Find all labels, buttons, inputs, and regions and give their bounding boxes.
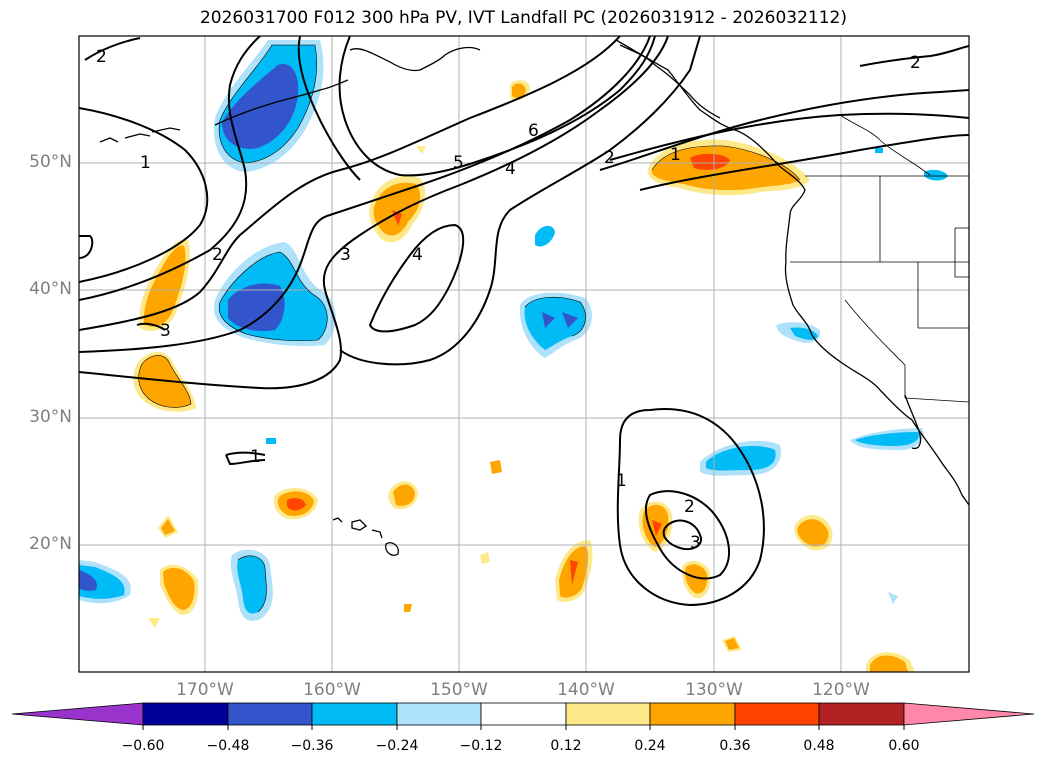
lat-label-30n: 30°N: [29, 407, 72, 427]
shade-outlines: [138, 44, 801, 613]
colorbar-segment: [311, 702, 398, 726]
colorbar-tick-label: −0.36: [290, 738, 334, 754]
colorbar: [11, 702, 1035, 730]
graticule: [79, 36, 969, 672]
contour-labels: 1 2 2 3 3 4 4 5 6 2 1 2 1 2 3 1: [96, 47, 921, 553]
coastlines: [99, 39, 969, 556]
colorbar-tick-label: −0.60: [121, 738, 165, 754]
negative-anomaly-areas: [79, 40, 948, 621]
lon-label-160w: 160°W: [303, 680, 361, 700]
lon-label-140w: 140°W: [557, 680, 615, 700]
contour-label: 1: [616, 471, 627, 491]
contour-label: 2: [910, 53, 921, 73]
colorbar-tick-label: 0.24: [634, 738, 666, 754]
borders: [790, 114, 969, 403]
colorbar-tick-label: 0.60: [888, 738, 920, 754]
colorbar-tick-label: 0.48: [803, 738, 835, 754]
lon-label-150w: 150°W: [430, 680, 488, 700]
contour-label: 3: [340, 245, 351, 265]
positive-anomaly-areas: [133, 80, 915, 672]
contour-label: 5: [453, 153, 464, 173]
colorbar-tick-label: 0.36: [719, 738, 751, 754]
map-frame: [78, 35, 970, 673]
colorbar-ticks: [142, 725, 905, 730]
contour-label: 4: [505, 159, 516, 179]
colorbar-tick-label: −0.12: [459, 738, 503, 754]
colorbar-segment: [818, 702, 905, 726]
contour-label: 2: [604, 148, 615, 168]
contour-label: 1: [140, 153, 151, 173]
contour-label: 6: [528, 121, 539, 141]
lat-label-40n: 40°N: [29, 279, 72, 299]
map-title: 2026031700 F012 300 hPa PV, IVT Landfall…: [199, 8, 847, 28]
colorbar-segment: [142, 702, 229, 726]
pv-contours: [79, 36, 969, 607]
contour-label: 4: [412, 245, 423, 265]
contour-label: 2: [212, 245, 223, 265]
contour-label: 1: [670, 145, 681, 165]
lat-label-20n: 20°N: [29, 534, 72, 554]
lon-label-120w: 120°W: [812, 680, 870, 700]
colorbar-segment: [649, 702, 736, 726]
colorbar-tick-label: −0.48: [206, 738, 250, 754]
colorbar-segment: [903, 702, 1035, 726]
contour-label: 2: [96, 47, 107, 67]
lat-label-50n: 50°N: [29, 152, 72, 172]
map-background: [79, 36, 969, 672]
lon-label-130w: 130°W: [685, 680, 743, 700]
colorbar-segment: [565, 702, 651, 726]
contour-label: 3: [690, 533, 701, 553]
colorbar-tick-label: 0.12: [550, 738, 582, 754]
colorbar-segment: [734, 702, 820, 726]
lon-label-170w: 170°W: [176, 680, 234, 700]
colorbar-segment: [396, 702, 482, 726]
colorbar-segment: [11, 702, 144, 726]
colorbar-segment: [480, 702, 567, 726]
contour-label: 3: [160, 321, 171, 341]
contour-label: 1: [250, 447, 261, 467]
colorbar-tick-label: −0.24: [375, 738, 419, 754]
map-content: 1 2 2 3 3 4 4 5 6 2 1 2 1 2 3 1: [79, 36, 969, 672]
contour-label: 2: [684, 497, 695, 517]
colorbar-segment: [227, 702, 313, 726]
